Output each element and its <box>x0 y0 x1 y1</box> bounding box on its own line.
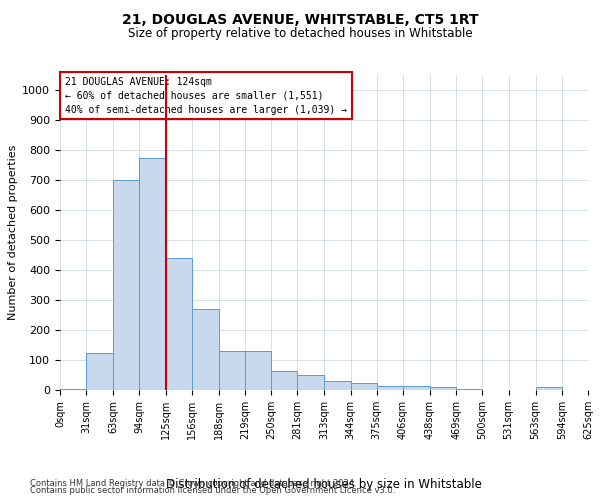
Bar <box>192 309 219 390</box>
Bar <box>350 382 377 390</box>
Bar <box>86 352 113 390</box>
Text: Contains public sector information licensed under the Open Government Licence v3: Contains public sector information licen… <box>30 486 395 495</box>
Text: Size of property relative to detached houses in Whitstable: Size of property relative to detached ho… <box>128 28 472 40</box>
Bar <box>219 351 245 390</box>
Text: 21 DOUGLAS AVENUE: 124sqm
← 60% of detached houses are smaller (1,551)
40% of se: 21 DOUGLAS AVENUE: 124sqm ← 60% of detac… <box>65 76 347 114</box>
X-axis label: Distribution of detached houses by size in Whitstable: Distribution of detached houses by size … <box>166 478 482 491</box>
Bar <box>139 158 166 390</box>
Text: Contains HM Land Registry data © Crown copyright and database right 2024.: Contains HM Land Registry data © Crown c… <box>30 478 356 488</box>
Bar <box>298 375 325 390</box>
Text: 21, DOUGLAS AVENUE, WHITSTABLE, CT5 1RT: 21, DOUGLAS AVENUE, WHITSTABLE, CT5 1RT <box>122 12 478 26</box>
Bar <box>430 387 456 390</box>
Bar <box>325 381 350 390</box>
Bar <box>377 386 403 390</box>
Bar <box>403 386 430 390</box>
Bar <box>60 388 86 390</box>
Bar <box>456 388 482 390</box>
Y-axis label: Number of detached properties: Number of detached properties <box>8 145 18 320</box>
Bar <box>166 258 192 390</box>
Bar <box>271 370 298 390</box>
Bar <box>245 351 271 390</box>
Bar <box>113 180 139 390</box>
Bar <box>536 387 562 390</box>
